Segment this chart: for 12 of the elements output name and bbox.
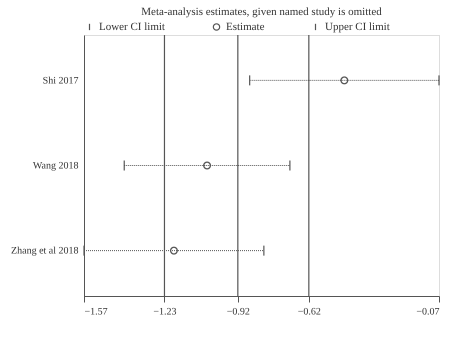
x-tick-label: −0.92 [226,306,250,318]
y-tick-label: Zhang et al 2018 [11,246,78,257]
text: Upper CI limit [325,20,390,33]
chart-title: Meta-analysis estimates, given named study is omitted [141,6,382,18]
x-tick-label: −1.23 [153,306,177,318]
y-tick-label: Wang 2018 [32,160,78,172]
text: Lower CI limit [99,20,165,33]
x-tick-label: −0.62 [298,306,321,318]
x-tick-label: −0.07 [416,306,440,318]
x-tick-label: −1.57 [84,306,108,318]
legend-label: Estimate [226,20,265,33]
y-tick-label: Shi 2017 [42,75,78,86]
